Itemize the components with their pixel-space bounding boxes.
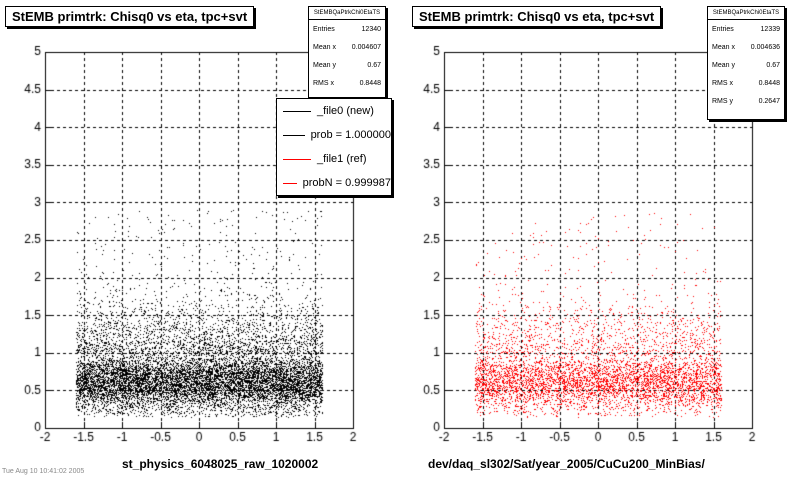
right-stats-row: Mean y 0.67 <box>712 61 780 69</box>
left-stats-box: StEMBQaPtrkChi0EtaTS Entries 12340 Mean x… <box>308 6 386 98</box>
right-stats-box: StEMBQaPtrkChi0EtaTS Entries 12339 Mean x… <box>707 6 785 120</box>
legend-entry: probN = 0.999987 <box>277 171 391 195</box>
left-stats-name: StEMBQaPtrkChi0EtaTS <box>309 7 385 20</box>
legend-box: _file0 (new) prob = 1.000000 _file1 (ref… <box>276 98 392 196</box>
legend-line-swatch <box>283 158 311 160</box>
legend-line-swatch <box>283 182 297 184</box>
left-x-axis-label: st_physics_6048025_raw_1020002 <box>122 457 319 471</box>
left-plot-title: StEMB primtrk: Chisq0 vs eta, tpc+svt <box>5 6 255 27</box>
right-stats-row: RMS y 0.2647 <box>712 97 780 105</box>
legend-entry: prob = 1.000000 <box>277 123 391 147</box>
left-stats-row: Mean x 0.004607 <box>313 43 381 51</box>
timestamp-footer: Tue Aug 10 10:41:02 2005 <box>2 468 85 475</box>
legend-line-swatch <box>283 110 311 112</box>
legend-line-swatch <box>283 134 305 136</box>
right-x-axis-label: dev/daq_sl302/Sat/year_2005/CuCu200_MinB… <box>428 457 705 471</box>
right-stats-row: Entries 12339 <box>712 25 780 33</box>
left-stats-row: RMS x 0.8448 <box>313 79 381 87</box>
legend-entry: _file1 (ref) <box>277 147 391 171</box>
right-plot-title: StEMB primtrk: Chisq0 vs eta, tpc+svt <box>412 6 662 27</box>
right-stats-name: StEMBQaPtrkChi0EtaTS <box>708 7 784 20</box>
right-stats-row: Mean x 0.004636 <box>712 43 780 51</box>
left-stats-row: Mean y 0.67 <box>313 61 381 69</box>
left-stats-row: Entries 12340 <box>313 25 381 33</box>
right-stats-row: RMS x 0.8448 <box>712 79 780 87</box>
legend-entry: _file0 (new) <box>277 99 391 123</box>
